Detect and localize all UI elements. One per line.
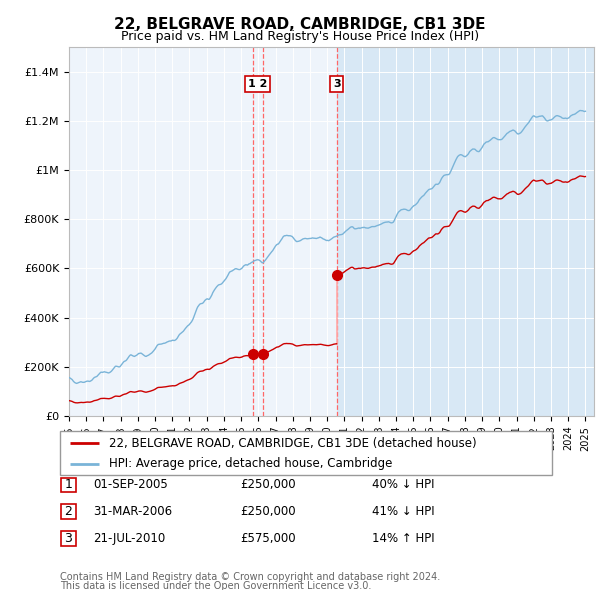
Text: £575,000: £575,000 (240, 532, 296, 545)
Text: 1 2: 1 2 (248, 79, 268, 89)
Text: 40% ↓ HPI: 40% ↓ HPI (372, 478, 434, 491)
Text: 3: 3 (333, 79, 340, 89)
Text: This data is licensed under the Open Government Licence v3.0.: This data is licensed under the Open Gov… (60, 581, 371, 590)
Text: HPI: Average price, detached house, Cambridge: HPI: Average price, detached house, Camb… (109, 457, 392, 470)
Text: Price paid vs. HM Land Registry's House Price Index (HPI): Price paid vs. HM Land Registry's House … (121, 30, 479, 43)
Text: 22, BELGRAVE ROAD, CAMBRIDGE, CB1 3DE: 22, BELGRAVE ROAD, CAMBRIDGE, CB1 3DE (114, 17, 486, 32)
Text: Contains HM Land Registry data © Crown copyright and database right 2024.: Contains HM Land Registry data © Crown c… (60, 572, 440, 582)
Text: 22, BELGRAVE ROAD, CAMBRIDGE, CB1 3DE (detached house): 22, BELGRAVE ROAD, CAMBRIDGE, CB1 3DE (d… (109, 437, 477, 450)
Text: 14% ↑ HPI: 14% ↑ HPI (372, 532, 434, 545)
Text: 1: 1 (64, 478, 73, 491)
Text: 41% ↓ HPI: 41% ↓ HPI (372, 505, 434, 518)
Text: £250,000: £250,000 (240, 478, 296, 491)
Text: 31-MAR-2006: 31-MAR-2006 (93, 505, 172, 518)
Bar (337, 47, 594, 416)
Text: 3: 3 (64, 532, 73, 545)
Text: 2: 2 (64, 505, 73, 518)
Text: 01-SEP-2005: 01-SEP-2005 (93, 478, 168, 491)
Text: 21-JUL-2010: 21-JUL-2010 (93, 532, 165, 545)
Text: £250,000: £250,000 (240, 505, 296, 518)
